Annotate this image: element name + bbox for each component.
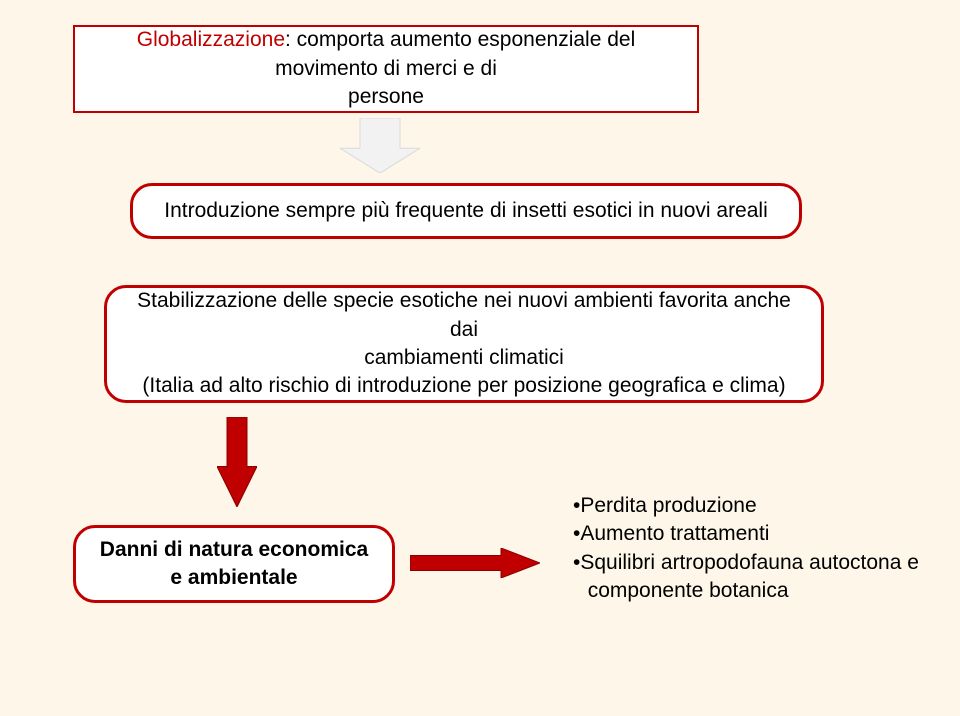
box-stabilizzazione: Stabilizzazione delle specie esotiche ne… — [104, 285, 824, 403]
box4-line2: e ambientale — [170, 566, 297, 589]
box4-line1: Danni di natura economica — [100, 538, 368, 561]
box3-line1: Stabilizzazione delle specie esotiche ne… — [137, 289, 791, 340]
box1-rest1: : comporta aumento esponenziale del movi… — [275, 28, 635, 79]
box1-line2: persone — [348, 85, 424, 108]
box3-line3: (Italia ad alto rischio di introduzione … — [142, 374, 785, 397]
arrow-down-grey — [340, 118, 420, 173]
bullet-list: •Perdita produzione•Aumento trattamenti•… — [573, 492, 933, 605]
arrow-down-red — [217, 417, 257, 507]
box2-text: Introduzione sempre più frequente di ins… — [164, 197, 768, 225]
box-introduzione: Introduzione sempre più frequente di ins… — [130, 183, 802, 239]
box-danni: Danni di natura economica e ambientale — [73, 525, 395, 603]
bullet-item: •Perdita produzione — [573, 492, 933, 520]
bullet-item: •Squilibri artropodofauna autoctona e co… — [573, 549, 933, 606]
keyword-globalizzazione: Globalizzazione — [137, 28, 285, 51]
box3-line2: cambiamenti climatici — [364, 346, 564, 369]
box-globalizzazione: Globalizzazione: comporta aumento espone… — [73, 25, 699, 113]
arrow-right-red — [410, 548, 540, 578]
bullet-item: •Aumento trattamenti — [573, 520, 933, 548]
